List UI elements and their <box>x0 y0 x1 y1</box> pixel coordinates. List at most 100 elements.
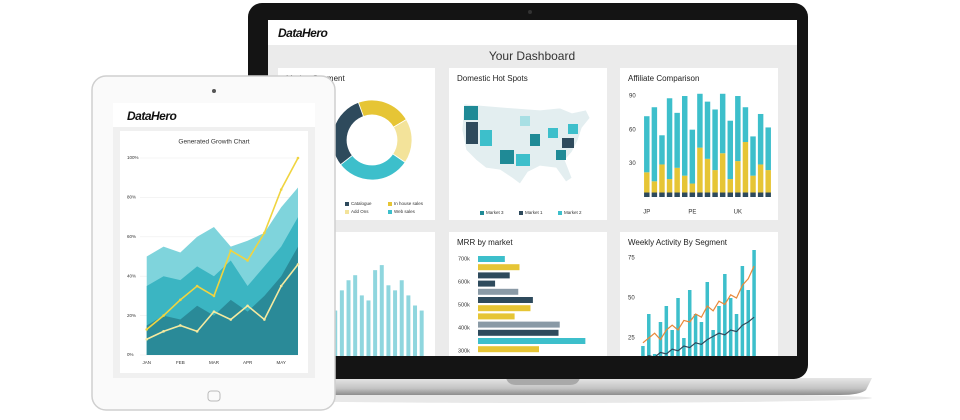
bar-segment <box>644 192 650 197</box>
bar <box>478 338 586 344</box>
bar <box>676 298 680 356</box>
bar-segment <box>704 192 711 197</box>
bar-segment <box>719 93 726 154</box>
x-tick-label: UK <box>734 210 742 216</box>
logo: DataHero <box>127 109 177 123</box>
panel-title: MRR by market <box>457 238 513 247</box>
panel-title: Affiliate Comparison <box>628 74 699 83</box>
point <box>162 314 165 317</box>
y-tick-label: 50 <box>628 296 635 302</box>
bar <box>682 338 686 356</box>
bar-segment <box>674 112 680 168</box>
top-bar <box>113 103 315 127</box>
line <box>646 316 755 356</box>
bar <box>478 280 496 287</box>
bar <box>386 285 391 356</box>
y-tick-label: 40% <box>127 273 136 278</box>
legend-swatch <box>345 210 349 214</box>
bar <box>406 295 411 356</box>
bar <box>687 290 692 356</box>
y-tick-label: 100% <box>127 155 139 160</box>
point <box>145 337 149 341</box>
bar-segment <box>674 167 680 193</box>
bar-segment <box>750 175 756 193</box>
bar-segment <box>666 98 673 180</box>
x-tick-label: JAN <box>142 360 151 365</box>
home-button <box>207 390 221 402</box>
bar-segment <box>644 172 650 193</box>
point <box>162 330 165 333</box>
bar-segment <box>659 164 665 193</box>
legend-label: In house sales <box>394 201 424 206</box>
bar-segment <box>742 192 749 197</box>
bar <box>641 346 645 356</box>
bar-segment <box>659 192 665 197</box>
bar-segment <box>765 170 771 193</box>
bar-segment <box>674 192 680 197</box>
point <box>296 263 300 266</box>
x-tick-label: MAY <box>276 360 285 365</box>
bar <box>734 314 739 356</box>
bar <box>647 314 651 356</box>
y-tick-label: 80% <box>127 195 136 200</box>
tablet: DataHero Generated Growth Chart 0% 20% 40%… <box>91 75 336 411</box>
line <box>146 157 299 331</box>
point <box>179 324 182 327</box>
point <box>179 298 182 302</box>
legend-swatch <box>480 211 484 215</box>
bar-segment <box>742 142 749 193</box>
bar-segment <box>712 170 718 193</box>
y-tick-label: 300k <box>458 349 470 355</box>
laptop-screen: DataHero Your Dashboard Market Segment D… <box>268 20 797 356</box>
legend-label: Add Ons <box>351 209 369 214</box>
panel-title: Weekly Activity By Segment <box>628 238 728 247</box>
point <box>296 156 300 160</box>
bar <box>705 282 710 356</box>
bar <box>478 288 519 295</box>
y-tick-label: 0% <box>127 352 134 357</box>
camera <box>528 10 532 14</box>
bar <box>740 266 745 356</box>
y-tick-label: 20% <box>127 313 136 318</box>
tablet-screen: DataHero Generated Growth Chart 0% 20% 40%… <box>113 103 315 378</box>
bar-segment <box>757 164 764 193</box>
point <box>279 284 283 288</box>
legend-label: Market 3 <box>486 210 504 215</box>
point <box>229 318 233 321</box>
bar <box>478 256 505 262</box>
point <box>263 318 266 321</box>
point <box>229 249 233 252</box>
top-bar <box>268 20 797 45</box>
legend-label: Market 1 <box>525 210 543 215</box>
point <box>246 304 249 308</box>
bar <box>752 250 756 356</box>
y-tick-label: 25 <box>628 336 635 342</box>
bar-segment <box>697 192 703 197</box>
bar-segment <box>644 116 650 173</box>
bar <box>359 295 364 356</box>
bar-segment <box>719 192 726 197</box>
y-tick-label: 500k <box>458 302 470 308</box>
y-tick-label: 60% <box>127 234 136 239</box>
bar <box>373 270 378 356</box>
bar-segment <box>757 192 764 197</box>
bar-segment <box>666 179 673 193</box>
bar <box>478 264 520 271</box>
bar-segment <box>666 192 673 197</box>
legend-label: Market 2 <box>564 210 582 215</box>
x-tick-label: APR <box>243 360 253 365</box>
bar-segment <box>719 153 726 193</box>
bar-segment <box>689 129 696 184</box>
bar <box>419 310 424 356</box>
camera <box>212 89 216 93</box>
legend-swatch <box>558 211 562 215</box>
y-tick-label: 60 <box>629 127 636 133</box>
bar-segment <box>727 192 733 197</box>
bar <box>393 290 398 356</box>
bar-segment <box>765 192 771 197</box>
bar <box>699 322 704 356</box>
bar-segment <box>735 96 741 162</box>
bar <box>366 300 371 356</box>
bar <box>413 305 418 356</box>
